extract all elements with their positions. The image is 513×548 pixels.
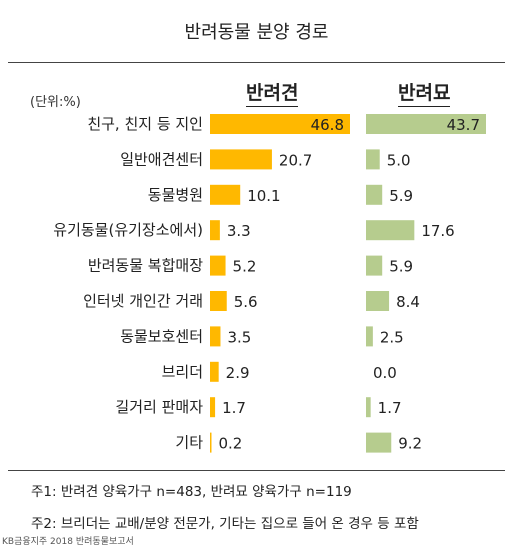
value-label: 17.6 xyxy=(421,222,454,240)
chart-title: 반려동물 분양 경로 xyxy=(184,22,329,43)
value-label: 1.7 xyxy=(378,399,402,417)
bar-cat xyxy=(366,432,392,453)
bar-cat xyxy=(366,114,486,134)
value-label: 0.0 xyxy=(373,364,397,382)
bar-cat xyxy=(366,397,371,418)
bar-dog xyxy=(210,326,221,347)
bar-dog xyxy=(210,184,241,205)
value-label: 10.1 xyxy=(247,187,280,205)
value-label: 5.2 xyxy=(233,258,257,276)
top-rule xyxy=(8,62,505,63)
bar-cat xyxy=(366,220,415,241)
bar-cat xyxy=(366,326,373,347)
bar-cat xyxy=(366,255,383,276)
category-label: 동물보호센터 xyxy=(120,327,203,345)
value-label: 1.7 xyxy=(222,399,246,417)
category-label: 일반애견센터 xyxy=(120,150,203,168)
footnote-1: 주1: 반려견 양육가구 n=483, 반려묘 양육가구 n=119 xyxy=(31,484,352,500)
value-label: 0.2 xyxy=(219,435,243,453)
value-label: 46.8 xyxy=(311,116,344,134)
category-label: 인터넷 개인간 거래 xyxy=(83,292,203,310)
category-label: 길거리 판매자 xyxy=(115,398,203,416)
category-label: 친구, 친지 등 지인 xyxy=(87,115,203,133)
value-label: 5.6 xyxy=(234,293,258,311)
category-label: 반려동물 복합매장 xyxy=(88,257,203,275)
value-label: 3.3 xyxy=(227,222,251,240)
value-label: 3.5 xyxy=(227,328,251,346)
bar-cat xyxy=(366,149,380,170)
category-label: 유기동물(유기장소에서) xyxy=(53,221,203,239)
category-label: 기타 xyxy=(175,434,203,452)
bar-dog xyxy=(210,220,220,241)
category-label: 브리더 xyxy=(162,363,203,381)
series-header-dogs: 반려견 xyxy=(246,78,299,107)
value-label: 43.7 xyxy=(447,116,480,134)
bar-dog xyxy=(210,255,226,276)
value-label: 9.2 xyxy=(398,435,422,453)
source-credit: KB금융지주 2018 반려동물보고서 xyxy=(2,537,134,547)
value-label: 8.4 xyxy=(396,293,420,311)
value-label: 5.9 xyxy=(389,258,413,276)
unit-label: (단위:%) xyxy=(30,95,81,110)
bar-dog xyxy=(210,149,272,170)
series-header-cats: 반려묘 xyxy=(398,78,451,107)
value-label: 5.0 xyxy=(387,151,411,169)
value-label: 5.9 xyxy=(389,187,413,205)
value-label: 20.7 xyxy=(279,151,312,169)
bottom-rule xyxy=(8,470,505,471)
bar-dog xyxy=(210,397,216,418)
value-label: 2.9 xyxy=(226,364,250,382)
bar-dog xyxy=(210,291,227,311)
bar-dog xyxy=(210,432,212,453)
bar-cat xyxy=(366,291,390,311)
footnote-2: 주2: 브리더는 교배/분양 전문가, 기타는 집으로 들어 온 경우 등 포함 xyxy=(31,516,419,532)
bar-dog xyxy=(210,361,219,382)
bar-cat xyxy=(366,184,383,205)
value-label: 2.5 xyxy=(380,328,404,346)
category-label: 동물병원 xyxy=(148,186,203,204)
bar-dog xyxy=(210,114,350,134)
